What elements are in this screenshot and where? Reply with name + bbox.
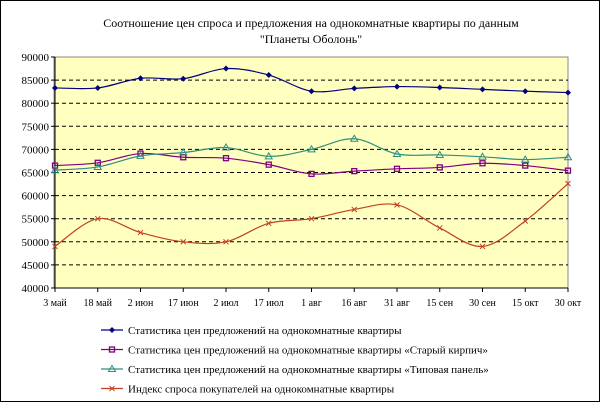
x-marker (265, 220, 272, 227)
y-tick-label: 85000 (22, 75, 50, 87)
y-tick-label: 90000 (22, 52, 50, 64)
square-marker (108, 346, 116, 353)
legend-label: Индекс спроса покупателей на однокомнатн… (128, 384, 395, 396)
series-line-2 (54, 138, 569, 171)
y-tick-label: 55000 (22, 214, 50, 226)
triangle-marker (435, 150, 445, 158)
x-tick-label: 30 сен (469, 298, 496, 309)
square-marker (564, 167, 572, 174)
triangle-marker (392, 149, 402, 158)
diamond-marker (180, 75, 187, 82)
y-tick-label: 45000 (22, 260, 50, 272)
diamond-marker (436, 84, 443, 91)
diamond-marker (479, 86, 486, 93)
square-marker (479, 160, 486, 167)
chart-title-line1: Соотношение цен спроса и предложения на … (103, 16, 519, 30)
diamond-marker (522, 88, 529, 95)
square-marker (393, 165, 401, 172)
triangle-marker (307, 144, 316, 153)
x-marker (223, 238, 229, 245)
diamond-marker (394, 83, 400, 90)
x-marker (308, 215, 315, 222)
triangle-marker (349, 134, 359, 142)
diamond-marker (137, 75, 144, 82)
triangle-marker (136, 151, 145, 159)
x-tick-label: 17 июл (254, 298, 284, 309)
triangle-marker (563, 152, 573, 161)
triangle-marker (50, 165, 60, 174)
x-marker (436, 225, 443, 231)
diamond-marker (94, 84, 101, 91)
diamond-marker (265, 72, 272, 79)
square-marker (222, 155, 230, 162)
x-tick-label: 15 окт (512, 298, 539, 309)
x-tick-label: 18 май (83, 298, 112, 309)
x-marker (394, 201, 400, 208)
y-tick-label: 75000 (22, 121, 50, 133)
x-tick-label: 15 сен (426, 298, 453, 309)
x-marker (479, 243, 486, 250)
diamond-marker (109, 327, 115, 333)
x-marker (351, 206, 358, 213)
x-tick-label: 2 июл (213, 298, 238, 309)
chart-title-line2: "Планеты Оболонь" (260, 32, 362, 46)
diamond-marker (351, 85, 358, 92)
x-tick-label: 3 май (43, 298, 67, 309)
triangle-marker (478, 152, 487, 160)
legend-label: Статистика цен предложений на однокомнат… (128, 325, 402, 337)
diamond-marker (52, 84, 58, 91)
legend-label: Статистика цен предложений на однокомнат… (128, 345, 488, 357)
x-marker (109, 385, 115, 392)
square-marker (351, 167, 358, 175)
x-marker (94, 215, 101, 222)
x-marker (522, 218, 529, 224)
x-tick-label: 17 июн (168, 298, 199, 309)
square-marker (436, 164, 443, 171)
x-marker (52, 243, 58, 250)
triangle-marker (221, 143, 231, 151)
triangle-marker (93, 162, 103, 170)
x-tick-label: 16 авг (341, 298, 367, 309)
diamond-marker (223, 65, 229, 72)
x-tick-label: 2 июн (128, 298, 154, 309)
y-tick-label: 60000 (22, 191, 50, 203)
square-marker (265, 161, 272, 168)
y-tick-label: 80000 (22, 98, 50, 110)
diamond-marker (308, 88, 315, 95)
square-marker (308, 170, 315, 178)
triangle-marker (107, 364, 117, 372)
triangle-marker (178, 148, 188, 156)
triangle-marker (520, 155, 530, 163)
x-marker (180, 238, 187, 245)
square-marker (51, 162, 59, 169)
square-marker (94, 159, 101, 166)
x-tick-label: 1 авг (301, 298, 322, 309)
x-tick-label: 31 авг (384, 298, 410, 309)
triangle-marker (264, 151, 274, 160)
y-tick-label: 65000 (22, 168, 50, 180)
y-tick-label: 50000 (22, 237, 50, 249)
series-line-1 (54, 152, 569, 175)
x-marker (565, 180, 571, 187)
x-marker (137, 229, 144, 236)
diamond-marker (565, 89, 571, 96)
legend-label: Статистика цен предложений на однокомнат… (128, 364, 489, 376)
y-tick-label: 70000 (22, 144, 50, 156)
y-tick-label: 40000 (22, 283, 50, 295)
square-marker (522, 162, 529, 169)
x-tick-label: 30 окт (555, 298, 582, 309)
